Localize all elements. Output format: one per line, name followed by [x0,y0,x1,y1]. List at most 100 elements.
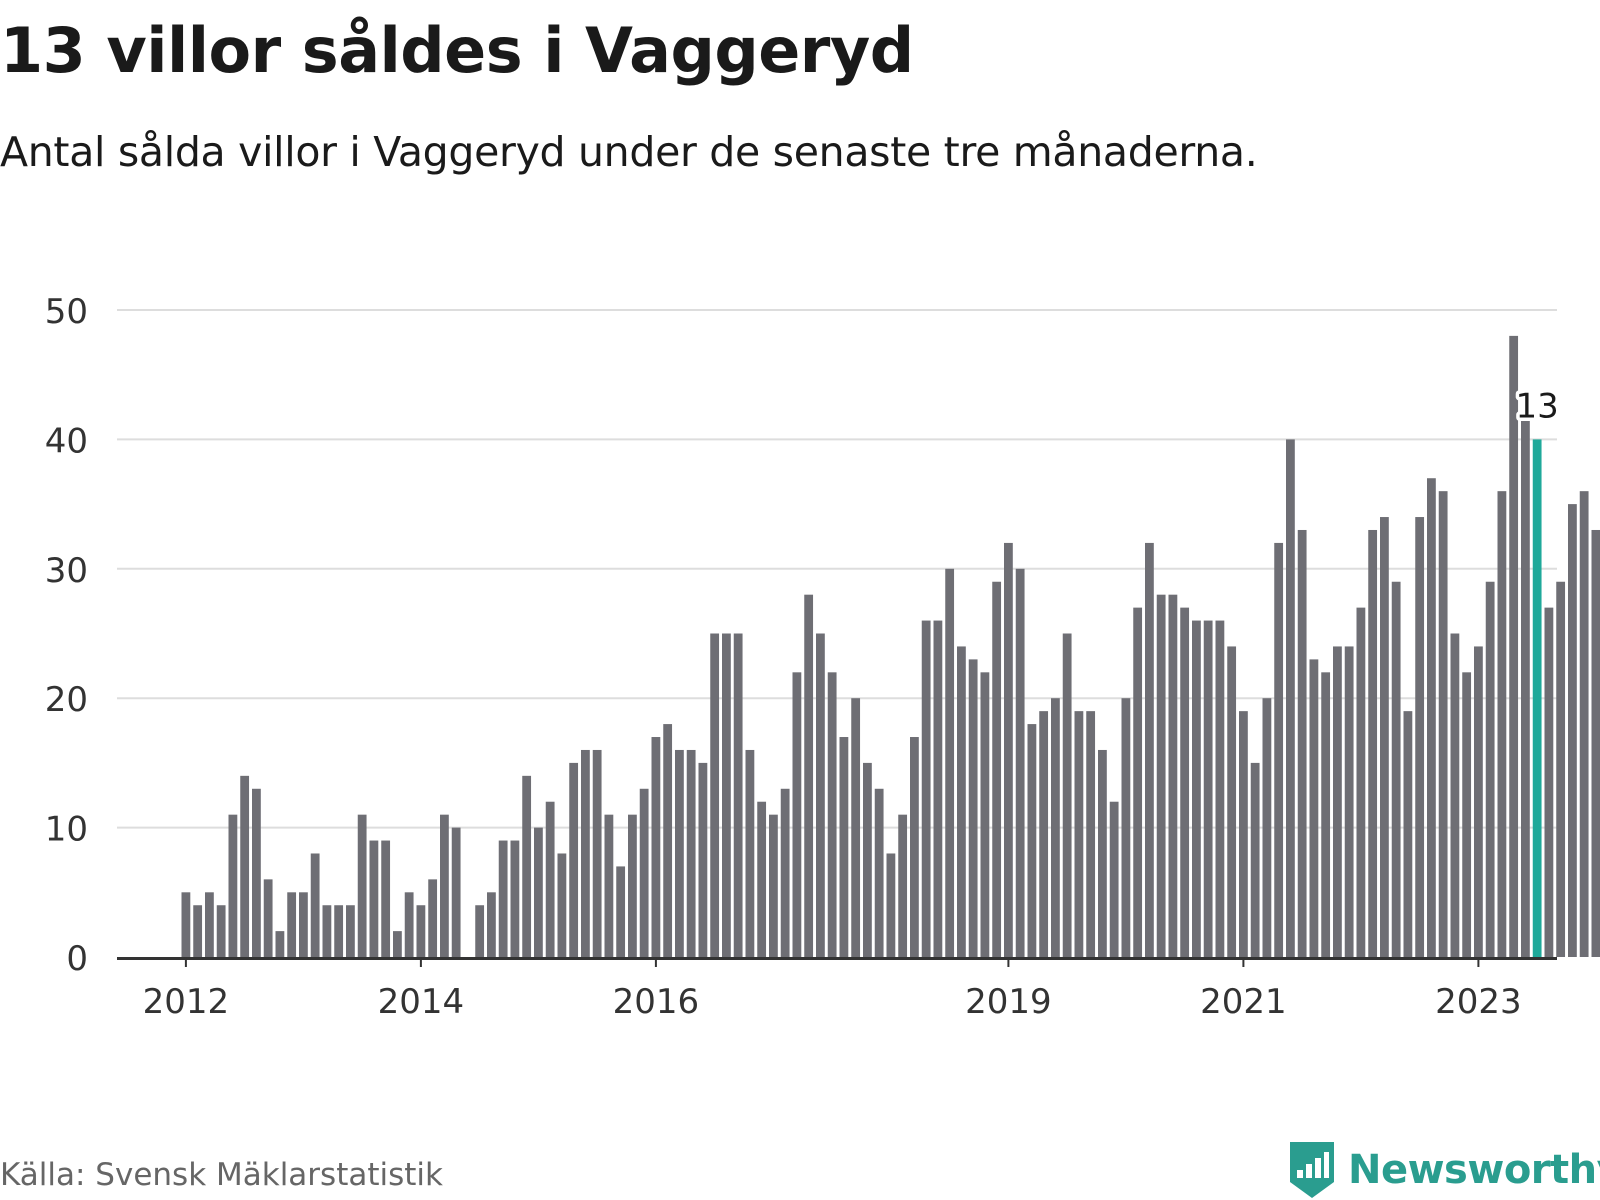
bar [1333,646,1342,957]
bar [216,905,226,957]
bar [1074,711,1084,957]
bar [1039,711,1049,957]
newsworthy-logo-text: Newsworthy [1348,1147,1600,1193]
bar [733,633,743,957]
bar [357,814,367,957]
bar [1086,711,1096,957]
bar [1262,698,1272,957]
bar [686,749,696,957]
bar [1344,646,1354,957]
bar [416,905,426,957]
bar [428,879,438,957]
bar [1192,620,1201,957]
bar [769,814,778,957]
bar [851,698,861,957]
bar [1368,529,1378,957]
bar [487,892,496,957]
x-tick-label-2016: 2016 [613,982,700,1022]
bar [839,737,849,957]
bar [1250,762,1260,957]
bar [980,672,990,957]
bar [240,775,250,957]
bar [1579,491,1589,957]
bar [498,840,508,957]
bar [381,840,391,957]
bar [1485,581,1495,957]
bar [1027,724,1037,957]
bar [957,646,966,957]
bar [757,801,767,957]
bar [545,801,555,957]
bar [1591,529,1600,957]
bar [628,814,637,957]
bar [992,581,1002,957]
bar [827,672,837,957]
bar [1004,542,1013,957]
bar [1556,581,1566,957]
newsworthy-logo[interactable]: Newsworthy [1288,1140,1600,1200]
bar [393,931,402,957]
bar [874,788,884,957]
bar [451,827,461,957]
bar [1168,594,1178,957]
bar [1109,801,1119,957]
bar [804,594,814,957]
bar [581,749,590,957]
bar [534,827,543,957]
bar [1462,672,1472,957]
y-tick-label-30: 30 [45,551,88,591]
bar [1509,335,1519,957]
bar [475,905,485,957]
bar [1309,659,1319,957]
bar [263,879,273,957]
x-tick-label-2023: 2023 [1435,982,1522,1022]
bar [1239,711,1248,957]
bar [921,620,931,957]
bars [181,335,1600,957]
bar [275,931,285,957]
bar [440,814,449,957]
bar [1438,491,1448,957]
bar [1415,517,1425,957]
bar [193,905,203,957]
bar [933,620,943,957]
bar [1180,607,1190,957]
bar [287,892,297,957]
y-tick-label-50: 50 [45,292,88,332]
bar [1321,672,1331,957]
bar [1474,646,1483,957]
bar [1215,620,1225,957]
highlight-value-label: 13 [1516,386,1559,426]
bar [310,853,320,957]
bar [1544,607,1554,957]
bar [181,892,191,957]
bar [968,659,978,957]
bar [1403,711,1413,957]
bar [886,853,896,957]
bar [604,814,614,957]
bar [1568,504,1577,957]
bar [651,737,661,957]
bar [1051,698,1060,957]
bar [1391,581,1401,957]
bar [1297,529,1307,957]
bar [792,672,802,957]
bar [663,724,673,957]
bar [745,749,755,957]
bar [898,814,908,957]
bar [1427,478,1436,957]
bar [1203,620,1213,957]
source-note: Källa: Svensk Mäklarstatistik [0,1157,443,1193]
bar [346,905,355,957]
bar [675,749,684,957]
annotations: 13 [1512,383,1562,430]
x-tick-label-2012: 2012 [143,982,230,1022]
bar [205,892,214,957]
bar-highlight [1532,439,1542,957]
bar [1356,607,1366,957]
bar [569,762,579,957]
bar [698,762,708,957]
bar [1497,491,1507,957]
bar [1062,633,1072,957]
